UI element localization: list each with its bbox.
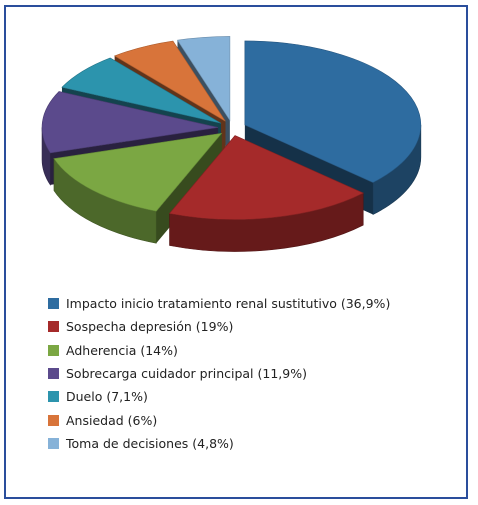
legend-label: Sospecha depresión (19%) [66, 319, 234, 335]
legend-label: Sobrecarga cuidador principal (11,9%) [66, 366, 307, 382]
legend-swatch [48, 321, 59, 333]
pie-slice [176, 36, 231, 122]
legend-swatch [48, 298, 59, 310]
legend-swatch [48, 368, 59, 380]
legend-label: Duelo (7,1%) [66, 389, 148, 405]
legend-label: Toma de decisiones (4,8%) [66, 435, 234, 451]
legend-swatch [48, 437, 59, 449]
legend: Impacto inicio tratamiento renal sustitu… [48, 292, 390, 455]
legend-item: Toma de decisiones (4,8%) [48, 432, 390, 455]
legend-item: Duelo (7,1%) [48, 385, 390, 408]
legend-swatch [48, 414, 59, 426]
legend-label: Adherencia (14%) [66, 342, 178, 358]
pie-slice [41, 91, 219, 154]
pie-chart [41, 36, 422, 252]
pie-slice [168, 135, 364, 220]
legend-swatch [48, 344, 59, 356]
pie-tops [41, 36, 422, 220]
legend-item: Adherencia (14%) [48, 339, 390, 362]
legend-label: Impacto inicio tratamiento renal sustitu… [66, 296, 391, 312]
pie-slice [113, 40, 226, 122]
legend-item: Impacto inicio tratamiento renal sustitu… [48, 292, 390, 315]
pie-slice [244, 40, 422, 183]
pie-slice [61, 57, 222, 124]
legend-swatch [48, 391, 59, 403]
legend-item: Sobrecarga cuidador principal (11,9%) [48, 362, 390, 385]
legend-label: Ansiedad (6%) [66, 412, 158, 428]
pie-slice [53, 132, 223, 212]
legend-item: Sospecha depresión (19%) [48, 315, 390, 338]
legend-item: Ansiedad (6%) [48, 408, 390, 431]
